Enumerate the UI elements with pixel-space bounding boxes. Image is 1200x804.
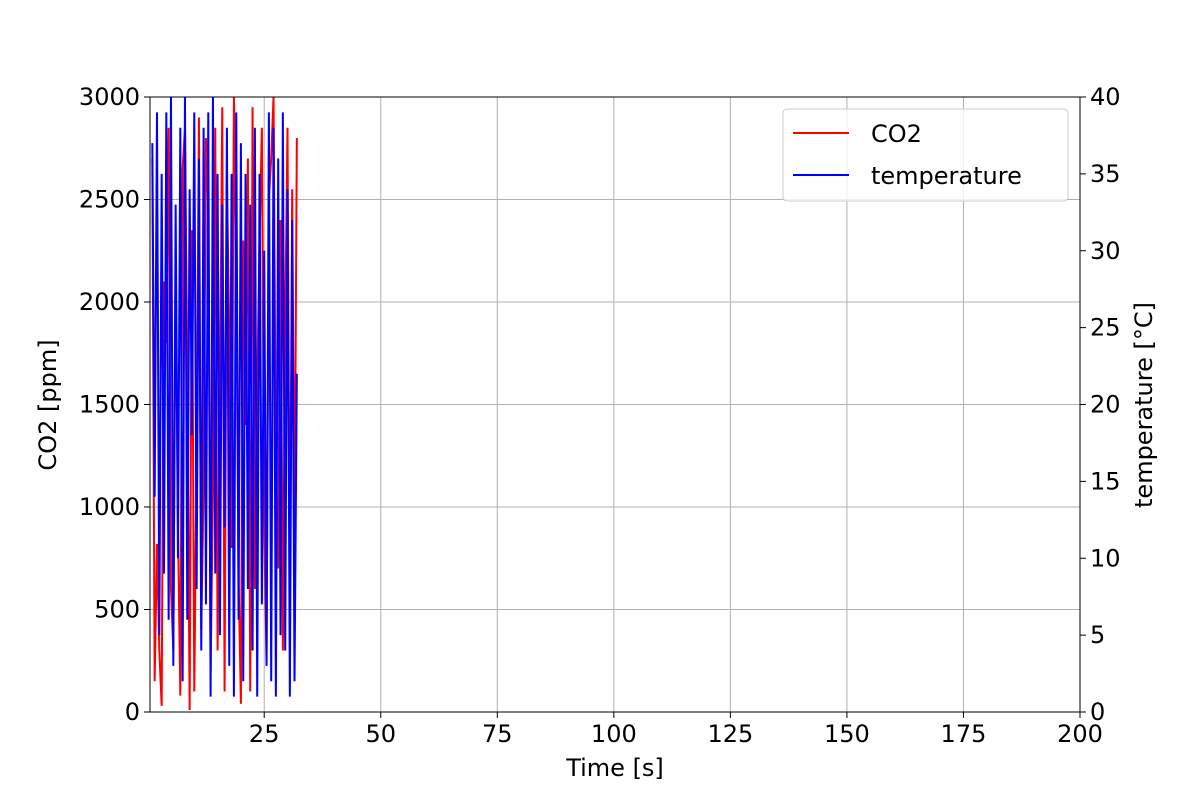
plot-area (151, 97, 298, 710)
y2-tick-label: 0 (1090, 698, 1105, 726)
y2-axis-label: temperature [°C] (1130, 302, 1158, 508)
y-tick-label: 2000 (79, 288, 140, 316)
y-tick-label: 3000 (79, 83, 140, 111)
y-tick-label: 2500 (79, 186, 140, 214)
x-axis-label: Time [s] (565, 754, 664, 782)
y2-tick-label: 25 (1090, 314, 1121, 342)
y2-tick-label: 40 (1090, 83, 1121, 111)
x-tick-label: 75 (482, 720, 513, 748)
y-tick-label: 500 (94, 596, 140, 624)
legend-label: temperature (871, 162, 1022, 190)
y-axis-label: CO2 [ppm] (34, 339, 62, 470)
legend-box (782, 108, 1069, 202)
x-tick-label: 50 (365, 720, 396, 748)
legend: CO2 temperature (782, 108, 1069, 202)
x-tick-label: 25 (249, 720, 280, 748)
y-tick-label: 0 (125, 698, 140, 726)
x-tick-label: 200 (1057, 720, 1103, 748)
y2-tick-label: 5 (1090, 621, 1105, 649)
y2-tick-label: 35 (1090, 160, 1121, 188)
x-tick-label: 150 (824, 720, 870, 748)
y-tick-label: 1000 (79, 493, 140, 521)
y2-tick-label: 15 (1090, 467, 1121, 495)
x-tick-label: 175 (941, 720, 987, 748)
y2-tick-label: 10 (1090, 544, 1121, 572)
legend-label: CO2 (871, 120, 922, 148)
y2-tick-label: 30 (1090, 237, 1121, 265)
x-tick-label: 125 (707, 720, 753, 748)
y-tick-label: 1500 (79, 391, 140, 419)
x-tick-label: 100 (591, 720, 637, 748)
y2-tick-label: 20 (1090, 391, 1121, 419)
data-line (151, 97, 298, 697)
